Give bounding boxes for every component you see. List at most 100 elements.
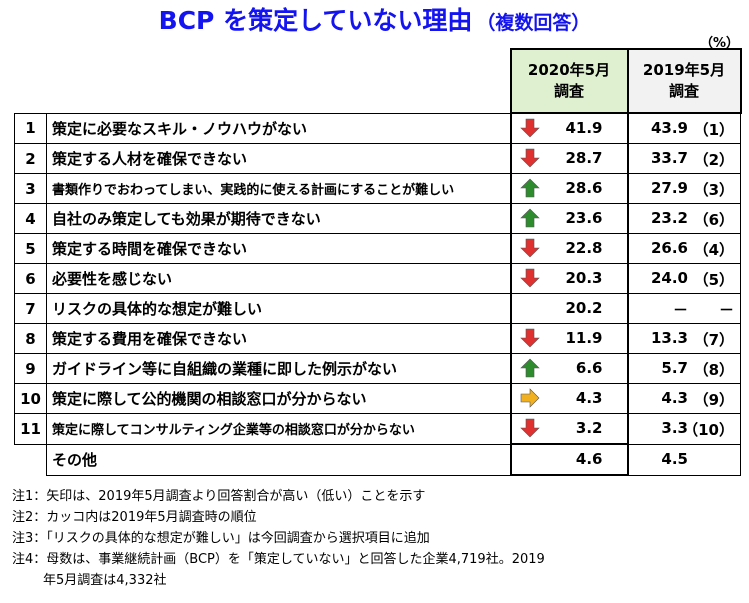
table-row: 6 必要性を感じない 20.3 24.0 （5） bbox=[14, 263, 741, 294]
row-item: 必要性を感じない bbox=[46, 263, 511, 294]
value-2019: 4.3 bbox=[661, 389, 688, 407]
arrow-right-icon bbox=[520, 388, 539, 408]
cell-2019: 4.3 （9） bbox=[627, 383, 741, 414]
rank-2019: （2） bbox=[693, 151, 734, 169]
header-2020-line2: 調査 bbox=[553, 82, 584, 100]
arrow-down-icon bbox=[519, 328, 540, 348]
row-number: 1 bbox=[14, 112, 47, 144]
rank-2019: （1） bbox=[693, 121, 734, 139]
value-2019: 3.3 bbox=[661, 419, 688, 438]
row-number: 3 bbox=[14, 173, 47, 204]
row-item: 策定に際して公的機関の相談窓口が分からない bbox=[46, 383, 511, 414]
arrow-up-icon bbox=[519, 358, 540, 378]
value-2019: 13.3 bbox=[650, 329, 688, 347]
note-4: 注4：母数は、事業継続計画（BCP）を「策定していない」と回答した企業4,719… bbox=[12, 552, 545, 567]
cell-2019: 33.7 （2） bbox=[627, 143, 741, 174]
value-2020: 41.9 bbox=[565, 119, 603, 137]
row-number: 6 bbox=[14, 263, 47, 294]
note-4-continued: 年5月調査は4,332社 bbox=[43, 573, 167, 588]
table-row: 3 書類作りでおわってしまい、実践的に使える計画にすることが難しい 28.6 27.9… bbox=[14, 173, 741, 204]
note-2: 注2：カッコ内は2019年5月調査時の順位 bbox=[12, 510, 257, 525]
value-2019: 23.2 bbox=[650, 209, 688, 227]
row-item: 自社のみ策定しても効果が期待できない bbox=[46, 203, 511, 234]
rank-2019: （7） bbox=[693, 331, 734, 349]
notes: 注1：矢印は、2019年5月調査より回答割合が高い（低い）ことを示す 注2：カッ… bbox=[12, 486, 742, 591]
row-number: 2 bbox=[14, 143, 47, 174]
row-item: ガイドライン等に自組織の業種に即した例示がない bbox=[46, 353, 511, 384]
rank-2019: （3） bbox=[693, 181, 734, 199]
row-number: 5 bbox=[14, 233, 47, 264]
cell-2020: 6.6 bbox=[509, 353, 629, 384]
page-title: BCP を策定していない理由 （複数回答） bbox=[0, 4, 749, 38]
unit-label: （%） bbox=[700, 36, 740, 51]
row-item: 策定に際してコンサルティング企業等の相談窓口が分からない bbox=[46, 413, 511, 445]
header-blank bbox=[15, 49, 47, 113]
value-2020: 4.3 bbox=[575, 389, 603, 407]
row-number: 7 bbox=[14, 293, 47, 324]
cell-2020: 11.9 bbox=[509, 323, 629, 354]
value-2020: 28.6 bbox=[565, 179, 603, 197]
title-subtitle: （複数回答） bbox=[476, 12, 591, 34]
table-row-other: その他 4.6 4.5 bbox=[15, 443, 741, 476]
row-item: 策定する費用を確保できない bbox=[46, 323, 511, 354]
value-2020: 20.2 bbox=[565, 299, 603, 317]
arrow-down-icon bbox=[519, 418, 540, 438]
rank-2019: （6） bbox=[693, 211, 734, 229]
cell-2020: 28.6 bbox=[509, 173, 629, 204]
cell-2019: 4.5 bbox=[627, 443, 741, 476]
value-2020: 20.3 bbox=[565, 269, 603, 287]
cell-2020: 20.3 bbox=[509, 263, 629, 294]
rank-2019: （8） bbox=[693, 361, 734, 379]
arrow-down-icon bbox=[519, 148, 540, 168]
row-number: 11 bbox=[14, 413, 47, 445]
cell-2019: 13.3 （7） bbox=[627, 323, 741, 354]
rank-2019: （5） bbox=[693, 271, 734, 289]
row-item: その他 bbox=[46, 443, 511, 476]
cell-2020: 28.7 bbox=[509, 143, 629, 174]
value-2019: 26.6 bbox=[650, 239, 688, 257]
header-2019: 2019年5月 調査 bbox=[626, 48, 742, 114]
table-row: 8 策定する費用を確保できない 11.9 13.3 （7） bbox=[14, 323, 741, 354]
header-2020-line1: 2020年5月 bbox=[527, 61, 611, 79]
row-number: 10 bbox=[14, 383, 47, 414]
table-row: 2 策定する人材を確保できない 28.7 33.7 （2） bbox=[14, 143, 741, 174]
cell-2020: 41.9 bbox=[509, 112, 629, 144]
table-row: 11 策定に際してコンサルティング企業等の相談窓口が分からない 3.2 3.3 （10） bbox=[14, 413, 741, 445]
cell-2019: 23.2 （6） bbox=[627, 203, 741, 234]
rank-2019: （9） bbox=[693, 391, 734, 409]
header-blank bbox=[47, 49, 511, 113]
cell-2019: －－ bbox=[627, 293, 741, 324]
header-2019-line1: 2019年5月 bbox=[642, 61, 726, 79]
table-header-row: 2020年5月 調査 2019年5月 調査 bbox=[15, 48, 742, 114]
data-table: 2020年5月 調査 2019年5月 調査 1 策定に必要なスキル・ノウハウがない… bbox=[14, 48, 742, 476]
cell-2020: 3.2 bbox=[509, 413, 629, 445]
row-number-blank bbox=[15, 444, 47, 475]
table-row: 4 自社のみ策定しても効果が期待できない 23.6 23.2 （6） bbox=[14, 203, 741, 234]
arrow-down-icon bbox=[519, 118, 540, 138]
value-2020: 4.6 bbox=[575, 450, 603, 468]
cell-2019: 3.3 （10） bbox=[627, 413, 741, 445]
arrow-down-icon bbox=[519, 238, 540, 258]
value-2019: 33.7 bbox=[650, 149, 688, 167]
value-2020: 28.7 bbox=[565, 149, 603, 167]
row-number: 8 bbox=[14, 323, 47, 354]
row-item: リスクの具体的な想定が難しい bbox=[46, 293, 511, 324]
arrow-up-icon bbox=[519, 208, 540, 228]
row-item: 策定する人材を確保できない bbox=[46, 143, 511, 174]
value-2019: 27.9 bbox=[650, 179, 688, 197]
value-2019: 43.9 bbox=[650, 119, 688, 137]
table-row: 5 策定する時間を確保できない 22.8 26.6 （4） bbox=[14, 233, 741, 264]
table-row: 7 リスクの具体的な想定が難しい 20.2 －－ bbox=[14, 293, 741, 324]
row-number: 4 bbox=[14, 203, 47, 234]
table-row: 1 策定に必要なスキル・ノウハウがない 41.9 43.9 （1） bbox=[14, 112, 741, 144]
header-2019-line2: 調査 bbox=[668, 82, 699, 100]
value-2020: 11.9 bbox=[565, 329, 603, 347]
rank-2019: － bbox=[718, 301, 734, 319]
title-main: BCP を策定していない理由 bbox=[158, 6, 473, 35]
value-2019: 24.0 bbox=[650, 269, 688, 287]
cell-2019: 43.9 （1） bbox=[627, 112, 741, 144]
note-3: 注3：「リスクの具体的な想定が難しい」は今回調査から選択項目に追加 bbox=[12, 531, 430, 546]
cell-2020: 22.8 bbox=[509, 233, 629, 264]
value-2019: 5.7 bbox=[661, 359, 688, 377]
cell-2020: 4.6 bbox=[509, 443, 629, 476]
